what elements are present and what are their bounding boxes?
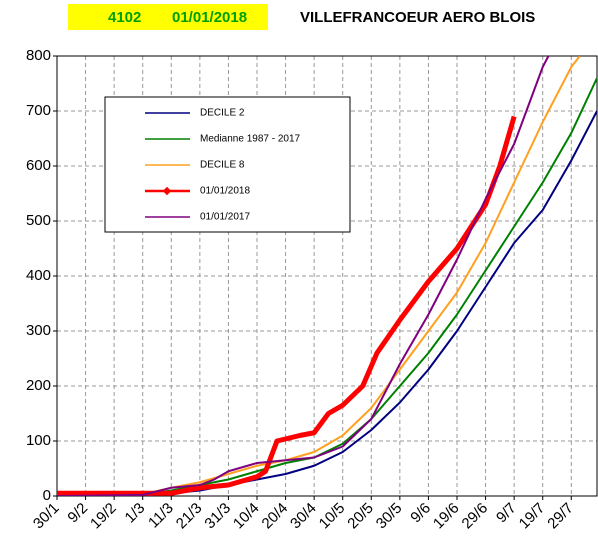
- legend-marker: [162, 186, 172, 196]
- y-tick-label: 800: [26, 47, 51, 64]
- x-tick-label: 30/4: [287, 500, 320, 533]
- x-tick-label: 19/7: [516, 500, 549, 533]
- y-tick-label: 100: [26, 432, 51, 449]
- x-tick-label: 19/2: [87, 500, 120, 533]
- y-tick-label: 200: [26, 377, 51, 394]
- y-tick-label: 0: [43, 487, 51, 504]
- x-tick-label: 20/5: [344, 500, 377, 533]
- header-box: [68, 4, 268, 30]
- x-tick-label: 10/4: [230, 500, 263, 533]
- header-date: 01/01/2018: [172, 9, 247, 26]
- plot-frame: [56, 55, 598, 497]
- station-name: VILLEFRANCOEUR AERO BLOIS: [300, 9, 535, 26]
- x-tick-label: 11/3: [145, 500, 177, 532]
- series-line: [57, 115, 517, 496]
- y-tick-label: 500: [26, 212, 51, 229]
- x-tick-label: 20/4: [259, 500, 292, 533]
- x-tick-label: 1/3: [122, 500, 149, 527]
- x-tick-label: 29/6: [459, 500, 492, 533]
- x-tick-label: 10/5: [316, 500, 349, 533]
- y-tick-label: 300: [26, 322, 51, 339]
- legend-label: DECILE 8: [200, 160, 245, 171]
- legend-label: Medianne 1987 - 2017: [200, 134, 301, 145]
- x-tick-label: 19/6: [430, 500, 463, 533]
- x-tick-label: 30/5: [373, 500, 406, 533]
- x-tick-label: 9/6: [407, 500, 434, 527]
- y-tick-label: 400: [26, 267, 51, 284]
- series-line: [57, 56, 581, 496]
- x-tick-label: 9/2: [64, 500, 91, 527]
- y-tick-label: 700: [26, 102, 51, 119]
- x-tick-label: 30/1: [30, 500, 63, 533]
- legend-label: 01/01/2018: [200, 186, 250, 197]
- series-line: [57, 56, 550, 496]
- series-group: [57, 56, 597, 496]
- legend-label: 01/01/2017: [200, 212, 250, 223]
- y-tick-label: 600: [26, 157, 51, 174]
- x-tick-label: 29/7: [544, 500, 577, 533]
- x-tick-label: 9/7: [493, 500, 520, 527]
- x-tick-label: 31/3: [201, 500, 234, 533]
- station-code: 4102: [108, 9, 141, 26]
- x-tick-label: 21/3: [173, 500, 206, 533]
- legend-label: DECILE 2: [200, 108, 245, 119]
